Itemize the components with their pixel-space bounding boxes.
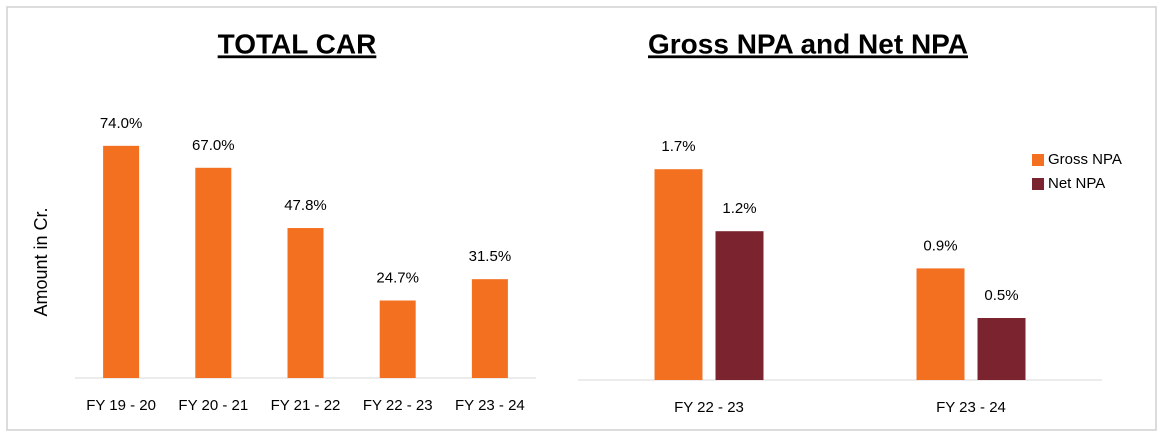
- data-label: 31.5%: [469, 248, 512, 265]
- bar: [287, 228, 324, 378]
- data-label: 74.0%: [100, 115, 143, 132]
- bar: [195, 167, 232, 378]
- bar: [379, 300, 416, 378]
- legend-swatch: [1032, 154, 1044, 166]
- y-axis-title: Amount in Cr.: [31, 207, 51, 316]
- chart-title: TOTAL CAR: [218, 28, 377, 59]
- chart-title: Gross NPA and Net NPA: [648, 28, 968, 59]
- legend-label: Gross NPA: [1048, 151, 1122, 168]
- legend-label: Net NPA: [1048, 175, 1105, 192]
- bar: [103, 145, 140, 378]
- x-tick-label: FY 23 - 24: [936, 399, 1006, 416]
- data-label: 67.0%: [192, 137, 235, 154]
- x-tick-label: FY 22 - 23: [674, 399, 744, 416]
- data-label: 1.2%: [722, 200, 756, 217]
- data-label: 24.7%: [376, 269, 419, 286]
- data-label: 47.8%: [284, 197, 327, 214]
- legend-swatch: [1032, 178, 1044, 190]
- x-tick-label: FY 21 - 22: [271, 397, 341, 414]
- x-tick-label: FY 23 - 24: [455, 397, 525, 414]
- data-label: 0.5%: [984, 287, 1018, 304]
- data-label: 1.7%: [661, 138, 695, 155]
- x-tick-label: FY 19 - 20: [86, 397, 156, 414]
- bar: [654, 169, 703, 380]
- data-label: 0.9%: [923, 237, 957, 254]
- bar: [977, 318, 1026, 380]
- x-tick-label: FY 20 - 21: [178, 397, 248, 414]
- bar: [715, 231, 764, 380]
- bar: [916, 268, 965, 380]
- x-tick-label: FY 22 - 23: [363, 397, 433, 414]
- bar: [471, 279, 508, 378]
